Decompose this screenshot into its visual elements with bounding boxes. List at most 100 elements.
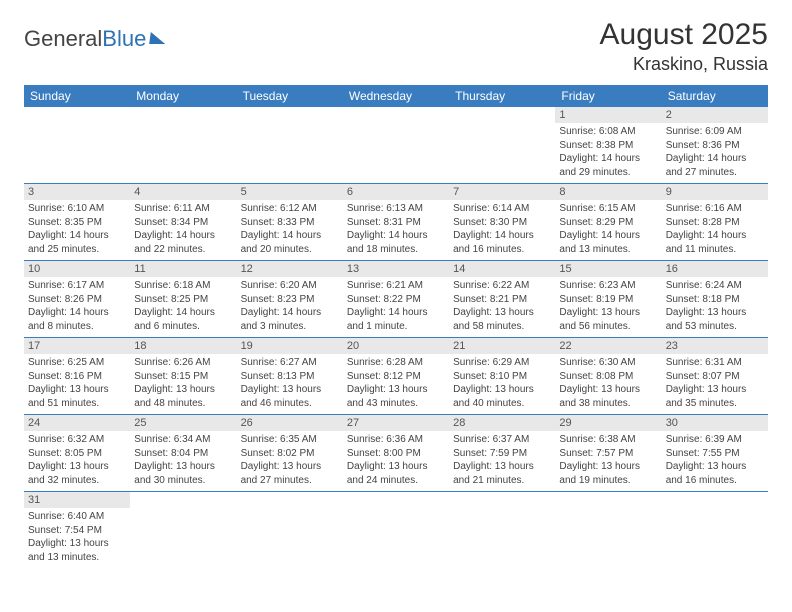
day-number: 31 bbox=[24, 492, 130, 508]
calendar-cell: 1Sunrise: 6:08 AMSunset: 8:38 PMDaylight… bbox=[555, 107, 661, 184]
day-number: 8 bbox=[555, 184, 661, 200]
day-details: Sunrise: 6:15 AMSunset: 8:29 PMDaylight:… bbox=[555, 200, 661, 260]
calendar-cell: 11Sunrise: 6:18 AMSunset: 8:25 PMDayligh… bbox=[130, 261, 236, 338]
daylight-text: Daylight: 13 hours and 32 minutes. bbox=[28, 460, 126, 487]
day-number: 30 bbox=[662, 415, 768, 431]
calendar-cell-empty bbox=[343, 492, 449, 569]
calendar-cell: 24Sunrise: 6:32 AMSunset: 8:05 PMDayligh… bbox=[24, 415, 130, 492]
day-details: Sunrise: 6:29 AMSunset: 8:10 PMDaylight:… bbox=[449, 354, 555, 414]
calendar-row: 3Sunrise: 6:10 AMSunset: 8:35 PMDaylight… bbox=[24, 184, 768, 261]
sunset-text: Sunset: 8:25 PM bbox=[134, 293, 232, 307]
sunrise-text: Sunrise: 6:21 AM bbox=[347, 279, 445, 293]
day-details: Sunrise: 6:16 AMSunset: 8:28 PMDaylight:… bbox=[662, 200, 768, 260]
sunset-text: Sunset: 8:04 PM bbox=[134, 447, 232, 461]
sunrise-text: Sunrise: 6:30 AM bbox=[559, 356, 657, 370]
daylight-text: Daylight: 13 hours and 46 minutes. bbox=[241, 383, 339, 410]
sunrise-text: Sunrise: 6:17 AM bbox=[28, 279, 126, 293]
calendar-cell: 27Sunrise: 6:36 AMSunset: 8:00 PMDayligh… bbox=[343, 415, 449, 492]
day-details: Sunrise: 6:28 AMSunset: 8:12 PMDaylight:… bbox=[343, 354, 449, 414]
sunset-text: Sunset: 8:19 PM bbox=[559, 293, 657, 307]
day-number: 27 bbox=[343, 415, 449, 431]
sunset-text: Sunset: 8:05 PM bbox=[28, 447, 126, 461]
day-number: 18 bbox=[130, 338, 236, 354]
day-number: 13 bbox=[343, 261, 449, 277]
sunset-text: Sunset: 8:30 PM bbox=[453, 216, 551, 230]
day-number: 12 bbox=[237, 261, 343, 277]
sunset-text: Sunset: 7:55 PM bbox=[666, 447, 764, 461]
day-details: Sunrise: 6:24 AMSunset: 8:18 PMDaylight:… bbox=[662, 277, 768, 337]
sunrise-text: Sunrise: 6:23 AM bbox=[559, 279, 657, 293]
calendar-body: 1Sunrise: 6:08 AMSunset: 8:38 PMDaylight… bbox=[24, 107, 768, 568]
sunrise-text: Sunrise: 6:29 AM bbox=[453, 356, 551, 370]
calendar-cell-empty bbox=[449, 107, 555, 184]
weekday-header: Tuesday bbox=[237, 85, 343, 107]
location: Kraskino, Russia bbox=[600, 54, 768, 75]
calendar-cell: 16Sunrise: 6:24 AMSunset: 8:18 PMDayligh… bbox=[662, 261, 768, 338]
day-number: 9 bbox=[662, 184, 768, 200]
calendar-row: 10Sunrise: 6:17 AMSunset: 8:26 PMDayligh… bbox=[24, 261, 768, 338]
calendar-cell-empty bbox=[449, 492, 555, 569]
calendar-cell: 2Sunrise: 6:09 AMSunset: 8:36 PMDaylight… bbox=[662, 107, 768, 184]
sunrise-text: Sunrise: 6:10 AM bbox=[28, 202, 126, 216]
day-number: 26 bbox=[237, 415, 343, 431]
calendar-cell: 18Sunrise: 6:26 AMSunset: 8:15 PMDayligh… bbox=[130, 338, 236, 415]
sunrise-text: Sunrise: 6:25 AM bbox=[28, 356, 126, 370]
sunset-text: Sunset: 8:18 PM bbox=[666, 293, 764, 307]
calendar-cell: 5Sunrise: 6:12 AMSunset: 8:33 PMDaylight… bbox=[237, 184, 343, 261]
day-number: 5 bbox=[237, 184, 343, 200]
calendar-cell: 30Sunrise: 6:39 AMSunset: 7:55 PMDayligh… bbox=[662, 415, 768, 492]
daylight-text: Daylight: 14 hours and 25 minutes. bbox=[28, 229, 126, 256]
day-details: Sunrise: 6:30 AMSunset: 8:08 PMDaylight:… bbox=[555, 354, 661, 414]
sunrise-text: Sunrise: 6:24 AM bbox=[666, 279, 764, 293]
calendar-row: 31Sunrise: 6:40 AMSunset: 7:54 PMDayligh… bbox=[24, 492, 768, 569]
sunrise-text: Sunrise: 6:11 AM bbox=[134, 202, 232, 216]
day-number: 11 bbox=[130, 261, 236, 277]
calendar-cell: 8Sunrise: 6:15 AMSunset: 8:29 PMDaylight… bbox=[555, 184, 661, 261]
day-details: Sunrise: 6:12 AMSunset: 8:33 PMDaylight:… bbox=[237, 200, 343, 260]
calendar-cell: 15Sunrise: 6:23 AMSunset: 8:19 PMDayligh… bbox=[555, 261, 661, 338]
day-details: Sunrise: 6:22 AMSunset: 8:21 PMDaylight:… bbox=[449, 277, 555, 337]
sunset-text: Sunset: 8:00 PM bbox=[347, 447, 445, 461]
day-details: Sunrise: 6:08 AMSunset: 8:38 PMDaylight:… bbox=[555, 123, 661, 183]
day-details: Sunrise: 6:21 AMSunset: 8:22 PMDaylight:… bbox=[343, 277, 449, 337]
daylight-text: Daylight: 13 hours and 35 minutes. bbox=[666, 383, 764, 410]
sunset-text: Sunset: 7:59 PM bbox=[453, 447, 551, 461]
calendar-row: 24Sunrise: 6:32 AMSunset: 8:05 PMDayligh… bbox=[24, 415, 768, 492]
day-number: 17 bbox=[24, 338, 130, 354]
daylight-text: Daylight: 13 hours and 30 minutes. bbox=[134, 460, 232, 487]
sunset-text: Sunset: 7:54 PM bbox=[28, 524, 126, 538]
daylight-text: Daylight: 13 hours and 58 minutes. bbox=[453, 306, 551, 333]
sunrise-text: Sunrise: 6:15 AM bbox=[559, 202, 657, 216]
weekday-header: Monday bbox=[130, 85, 236, 107]
calendar-cell-empty bbox=[555, 492, 661, 569]
day-number: 4 bbox=[130, 184, 236, 200]
day-number: 23 bbox=[662, 338, 768, 354]
sunset-text: Sunset: 8:36 PM bbox=[666, 139, 764, 153]
calendar-cell: 25Sunrise: 6:34 AMSunset: 8:04 PMDayligh… bbox=[130, 415, 236, 492]
sunrise-text: Sunrise: 6:18 AM bbox=[134, 279, 232, 293]
weekday-header: Friday bbox=[555, 85, 661, 107]
month-title: August 2025 bbox=[600, 18, 768, 52]
calendar-cell: 26Sunrise: 6:35 AMSunset: 8:02 PMDayligh… bbox=[237, 415, 343, 492]
sunrise-text: Sunrise: 6:13 AM bbox=[347, 202, 445, 216]
calendar-row: 1Sunrise: 6:08 AMSunset: 8:38 PMDaylight… bbox=[24, 107, 768, 184]
calendar-cell-empty bbox=[662, 492, 768, 569]
sunset-text: Sunset: 8:35 PM bbox=[28, 216, 126, 230]
day-details: Sunrise: 6:11 AMSunset: 8:34 PMDaylight:… bbox=[130, 200, 236, 260]
daylight-text: Daylight: 13 hours and 53 minutes. bbox=[666, 306, 764, 333]
day-number: 21 bbox=[449, 338, 555, 354]
day-number: 29 bbox=[555, 415, 661, 431]
calendar-cell: 7Sunrise: 6:14 AMSunset: 8:30 PMDaylight… bbox=[449, 184, 555, 261]
sunrise-text: Sunrise: 6:14 AM bbox=[453, 202, 551, 216]
day-number: 22 bbox=[555, 338, 661, 354]
daylight-text: Daylight: 13 hours and 43 minutes. bbox=[347, 383, 445, 410]
day-details: Sunrise: 6:20 AMSunset: 8:23 PMDaylight:… bbox=[237, 277, 343, 337]
sunset-text: Sunset: 8:21 PM bbox=[453, 293, 551, 307]
day-details: Sunrise: 6:09 AMSunset: 8:36 PMDaylight:… bbox=[662, 123, 768, 183]
day-number: 28 bbox=[449, 415, 555, 431]
daylight-text: Daylight: 14 hours and 13 minutes. bbox=[559, 229, 657, 256]
day-details: Sunrise: 6:13 AMSunset: 8:31 PMDaylight:… bbox=[343, 200, 449, 260]
sunrise-text: Sunrise: 6:39 AM bbox=[666, 433, 764, 447]
sunset-text: Sunset: 8:15 PM bbox=[134, 370, 232, 384]
calendar-cell: 20Sunrise: 6:28 AMSunset: 8:12 PMDayligh… bbox=[343, 338, 449, 415]
